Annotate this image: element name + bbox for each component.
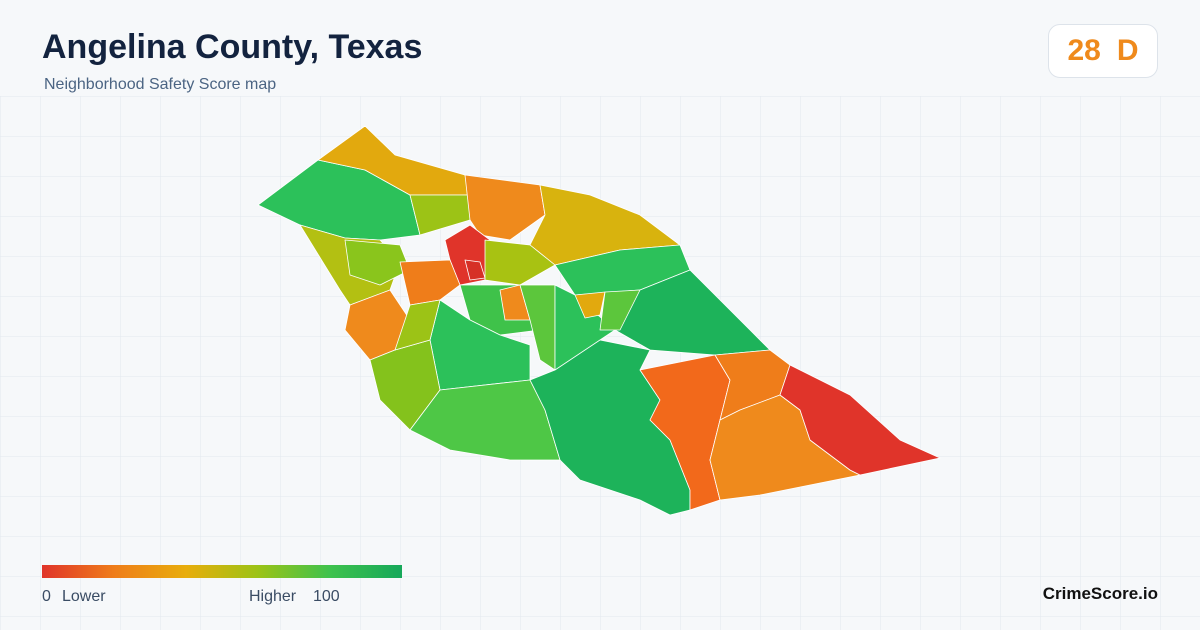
legend-max: 100: [313, 588, 340, 605]
legend-min: 0: [42, 588, 51, 605]
brand: CrimeScore.io: [1042, 584, 1158, 603]
grade: D: [1116, 34, 1139, 67]
score-badge: 28 D: [1048, 24, 1158, 78]
legend-max-label: Higher: [249, 588, 297, 605]
score: 28: [1067, 34, 1101, 67]
legend-gradient: [42, 565, 402, 578]
title: Angelina County, Texas: [42, 28, 423, 66]
subtitle: Neighborhood Safety Score map: [44, 76, 277, 93]
legend-min-label: Lower: [62, 588, 106, 605]
county-regions: [257, 125, 941, 516]
